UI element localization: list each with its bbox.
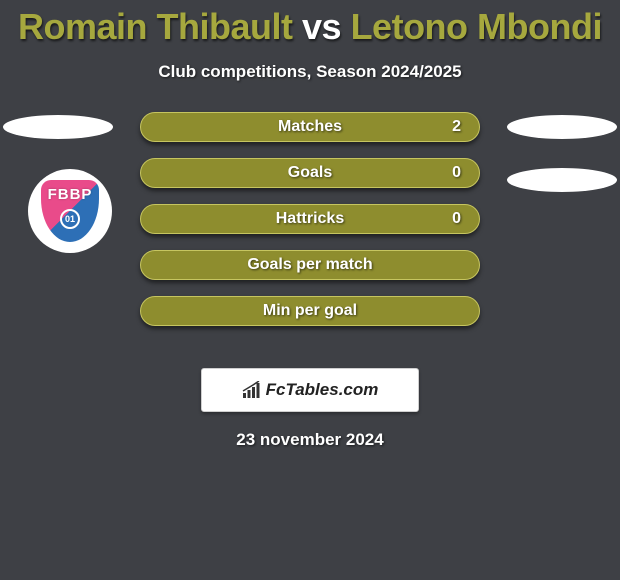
stat-rows: Matches 2 Goals 0 Hattricks 0 Goals per match M… <box>140 112 480 342</box>
club-shield-text: FBBP <box>48 186 93 203</box>
stat-label: Min per goal <box>263 302 357 320</box>
club-logo: FBBP 01 <box>28 169 112 253</box>
stat-value-right: 0 <box>452 164 461 182</box>
stat-row: Goals 0 <box>140 158 480 188</box>
player-photo-placeholder-right-1 <box>507 115 617 139</box>
stat-row: Hattricks 0 <box>140 204 480 234</box>
player-photo-placeholder-left <box>3 115 113 139</box>
title-player1: Romain Thibault <box>18 6 293 47</box>
stat-label: Matches <box>278 118 342 136</box>
brand-box[interactable]: FcTables.com <box>201 368 419 412</box>
page-title: Romain Thibault vs Letono Mbondi <box>0 0 620 48</box>
subtitle: Club competitions, Season 2024/2025 <box>0 62 620 82</box>
club-shield: FBBP 01 <box>41 180 99 242</box>
stat-value-right: 0 <box>452 210 461 228</box>
stat-label: Goals <box>288 164 332 182</box>
stat-row: Matches 2 <box>140 112 480 142</box>
stat-label: Hattricks <box>276 210 344 228</box>
stat-label: Goals per match <box>247 256 372 274</box>
title-vs: vs <box>302 6 341 47</box>
chart-icon <box>242 381 262 399</box>
stat-row: Goals per match <box>140 250 480 280</box>
club-shield-ring: 01 <box>60 209 80 229</box>
date-line: 23 november 2024 <box>0 430 620 450</box>
player-photo-placeholder-right-2 <box>507 168 617 192</box>
comparison-area: FBBP 01 Matches 2 Goals 0 Hattricks 0 Goals pe… <box>0 112 620 362</box>
stat-value-right: 2 <box>452 118 461 136</box>
brand-text: FcTables.com <box>266 380 379 400</box>
stat-row: Min per goal <box>140 296 480 326</box>
title-player2: Letono Mbondi <box>351 6 602 47</box>
